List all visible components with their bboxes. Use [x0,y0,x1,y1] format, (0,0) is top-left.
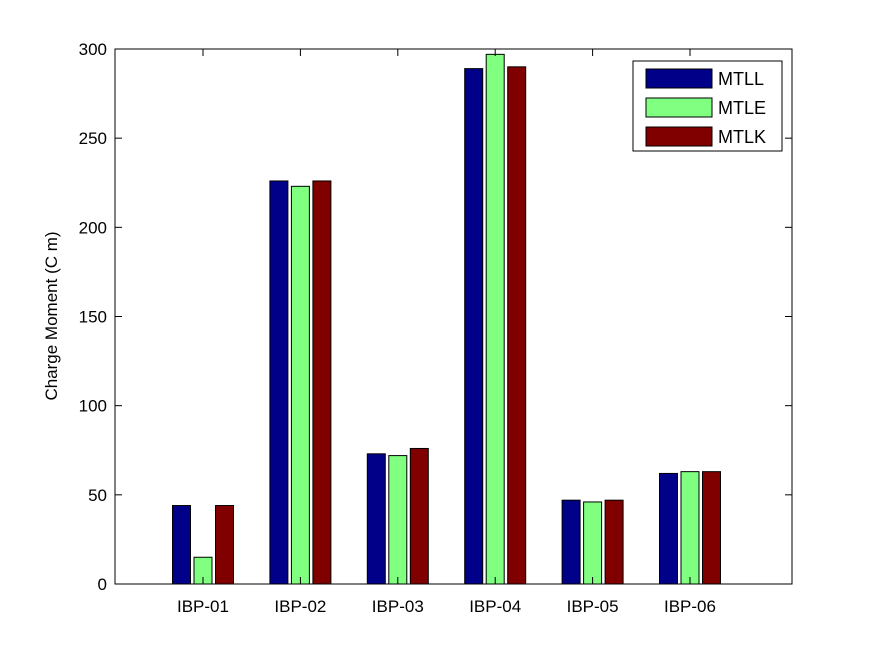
bar-mtlk-ibp-05 [604,499,624,585]
bar-mtlk-ibp-04 [507,66,527,585]
x-tick-label: IBP-03 [372,597,424,616]
legend-label-mtll: MTLL [718,69,764,89]
y-axis-label: Charge Moment (C m) [42,231,61,400]
bar-mtlk-ibp-03 [409,447,429,585]
bar-mtlk-ibp-02 [312,180,332,585]
legend-swatch-mtll [645,68,713,89]
y-tick-label: 300 [79,40,107,59]
bar-mtle-ibp-03 [388,455,408,585]
x-tick-label: IBP-04 [469,597,521,616]
bar-mtll-ibp-06 [659,472,678,585]
bar-mtle-ibp-05 [583,501,603,585]
bar-mtll-ibp-01 [172,505,191,585]
bar-mtll-ibp-02 [269,180,289,585]
bar-mtll-ibp-03 [366,453,386,585]
bar-mtlk-ibp-06 [702,471,721,585]
y-tick-label: 0 [98,575,107,594]
legend-label-mtlk: MTLK [718,127,766,147]
y-tick-label: 150 [79,308,107,327]
bar-mtle-ibp-02 [290,185,310,585]
bar-mtlk-ibp-01 [215,505,234,585]
y-tick-label: 50 [88,486,107,505]
x-tick-label: IBP-01 [177,597,229,616]
bar-mtle-ibp-04 [485,53,505,585]
axis-ticks-group: 0 50 100 150 200 250 300 IBP-01 IBP-02 IBP-03 IBP-… [79,40,792,616]
y-tick-label: 250 [79,129,107,148]
y-tick-label: 100 [79,397,107,416]
bar-mtll-ibp-04 [464,68,484,585]
x-tick-label: IBP-02 [274,597,326,616]
legend-label-mtle: MTLE [718,98,766,118]
x-tick-label: IBP-05 [567,597,619,616]
plot-frame [114,48,793,585]
y-tick-label: 200 [79,218,107,237]
bar-mtle-ibp-06 [680,471,700,585]
x-tick-label: IBP-06 [664,597,716,616]
legend-swatch-mtlk [645,126,713,147]
bar-mtll-ibp-05 [561,499,581,585]
legend-swatch-mtle [645,97,713,118]
legend: MTLL MTLE MTLK [632,60,783,152]
